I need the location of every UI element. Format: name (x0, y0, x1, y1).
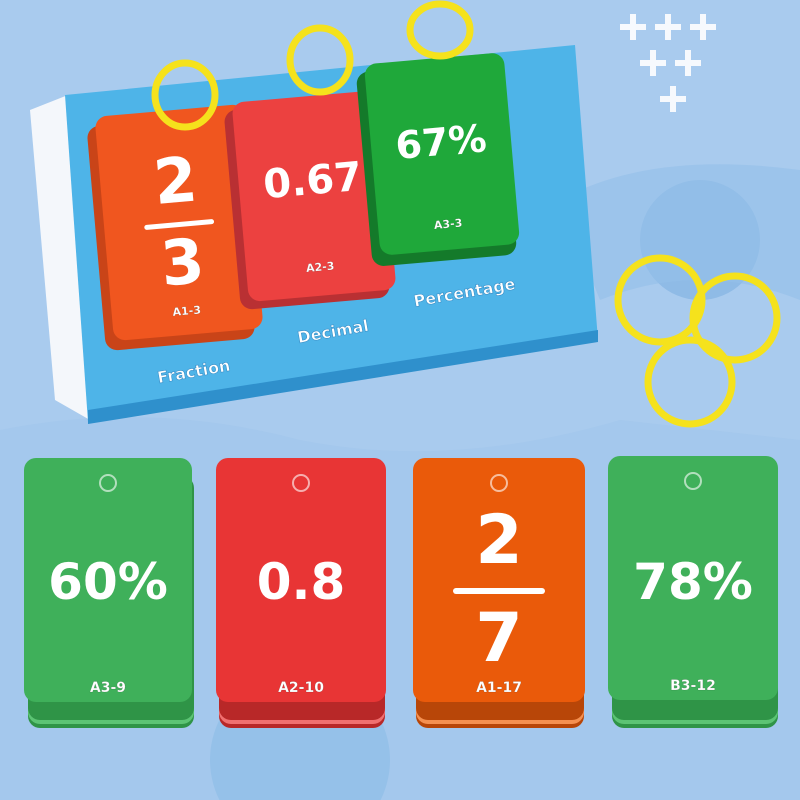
flash-card-0-8[interactable]: 0.8 A2-10 (216, 458, 386, 702)
binder-ring-icon (286, 24, 354, 96)
loose-ring-icon (689, 272, 781, 364)
card-value: 78% (633, 553, 753, 611)
binder-ring-icon (151, 59, 219, 131)
card-value: 0.8 (256, 553, 346, 611)
card-code: A2-10 (278, 680, 324, 697)
card-value: 60% (48, 553, 168, 611)
card-code: A3-9 (89, 680, 127, 697)
flash-card-78-percent[interactable]: 78% B3-12 (608, 456, 778, 700)
card-code: A1-17 (476, 680, 522, 697)
binder-ring-icon (406, 0, 474, 60)
loose-ring-icon (644, 336, 736, 428)
loose-ring-icon (614, 254, 706, 346)
rings (151, 0, 781, 428)
card-hole-icon (292, 474, 310, 492)
fraction-bar (453, 588, 545, 594)
flash-card-60-percent[interactable]: 60% A3-9 (24, 458, 192, 702)
denominator: 7 (475, 599, 523, 678)
card-code: B3-12 (670, 678, 716, 695)
card-hole-icon (684, 472, 702, 490)
numerator: 2 (475, 501, 523, 580)
card-hole-icon (99, 474, 117, 492)
plus-signs-icon (620, 14, 716, 112)
card-hole-icon (490, 474, 508, 492)
flash-card-2-7[interactable]: 2 7 A1-17 (413, 458, 585, 702)
